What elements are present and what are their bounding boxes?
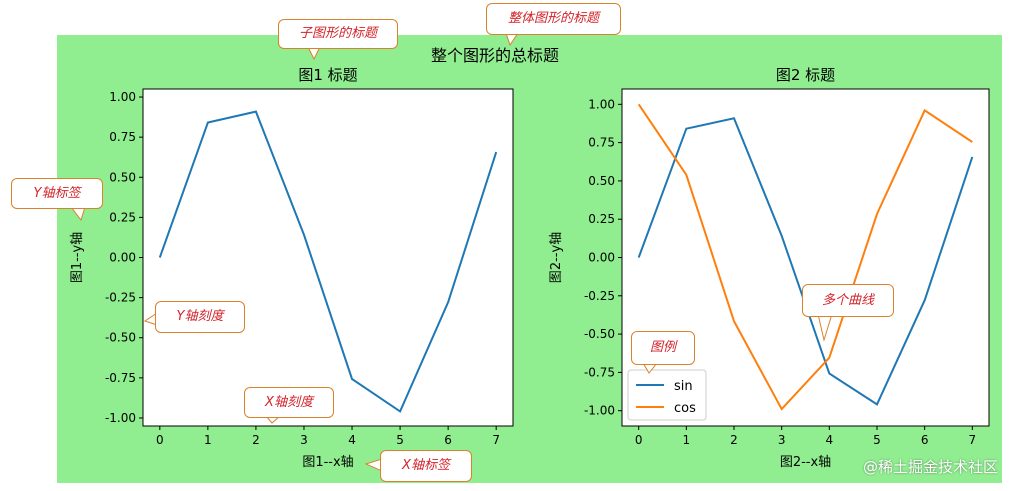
y-tick-label: -1.00 — [584, 404, 615, 418]
figure-suptitle: 整个图形的总标题 — [431, 46, 559, 65]
x-tick-label: 4 — [826, 433, 834, 447]
y-axis-label: 图1--y轴 — [70, 232, 85, 283]
x-tick-label: 2 — [252, 433, 260, 447]
x-tick-label: 1 — [204, 433, 212, 447]
figure-background: 整个图形的总标题 图1 标题 0 1 2 3 4 5 6 7 1.00 0.75 0.50 0.25 0.… — [57, 35, 1002, 483]
y-tick-label: 0.25 — [588, 212, 615, 226]
x-tick-label: 0 — [156, 433, 164, 447]
y-tick-label: -0.50 — [105, 331, 136, 345]
x-tick-label: 7 — [492, 433, 500, 447]
x-tick-label: 6 — [921, 433, 929, 447]
x-tick-label: 5 — [873, 433, 881, 447]
y-tick-label: 0.00 — [109, 251, 136, 265]
subplot-2: 图2 标题 0 1 2 3 4 5 6 7 1.00 0.75 0.50 0.25 0.00 -0.25 -0… — [549, 66, 990, 470]
legend: sin cos — [627, 369, 707, 421]
y-tick-label: -0.25 — [105, 291, 136, 305]
y-tick-label: 0.50 — [588, 174, 615, 188]
callout-label: X轴标签 — [380, 450, 472, 482]
y-tick-label: 0.75 — [109, 130, 136, 144]
figure-svg: 整个图形的总标题 图1 标题 0 1 2 3 4 5 6 7 1.00 0.75 0.50 0.25 0.… — [70, 46, 990, 470]
x-tick-label: 0 — [635, 433, 643, 447]
x-tick-label: 5 — [396, 433, 404, 447]
x-tick-label: 1 — [683, 433, 691, 447]
callout-label: 子图形的标题 — [278, 19, 398, 49]
y-tick-label: -0.75 — [105, 371, 136, 385]
x-tick-label: 7 — [968, 433, 976, 447]
x-tick-label: 4 — [348, 433, 356, 447]
x-axis-label: 图2--x轴 — [780, 455, 831, 470]
y-tick-label: -1.00 — [105, 411, 136, 425]
y-tick-label: 0.50 — [109, 170, 136, 184]
x-tick-label: 6 — [444, 433, 452, 447]
callout-label: Y轴标签 — [11, 178, 103, 209]
legend-label: sin — [674, 379, 693, 394]
x-tick-label: 3 — [300, 433, 308, 447]
watermark: @稀土掘金技术社区 — [862, 458, 998, 476]
plot-area — [142, 88, 514, 427]
y-tick-label: -0.25 — [584, 289, 615, 303]
legend-label: cos — [674, 401, 696, 416]
x-tick-label: 2 — [730, 433, 738, 447]
y-tick-label: -0.50 — [584, 327, 615, 341]
x-tick-label: 3 — [778, 433, 786, 447]
x-axis-label: 图1--x轴 — [302, 455, 353, 470]
y-axis-label: 图2--y轴 — [549, 232, 564, 283]
series-line-series-1 — [158, 110, 498, 413]
y-tick-label: 1.00 — [109, 90, 136, 104]
y-tick-label: -0.75 — [584, 365, 615, 379]
series-line-cos — [637, 103, 973, 411]
subplot-title: 图2 标题 — [776, 66, 835, 84]
y-tick-label: 0.75 — [588, 136, 615, 150]
subplot-title: 图1 标题 — [298, 66, 357, 84]
callout-label: 整体图形的标题 — [486, 3, 621, 35]
callout-label: Y轴刻度 — [155, 301, 245, 333]
callout-label: 图例 — [631, 331, 695, 365]
y-tick-label: 1.00 — [588, 97, 615, 111]
y-tick-label: 0.25 — [109, 210, 136, 224]
callout-label: 多个曲线 — [802, 284, 894, 317]
subplot-1: 图1 标题 0 1 2 3 4 5 6 7 1.00 0.75 0.50 0.25 0.00 -0.25 -0… — [70, 66, 514, 470]
callout-label: X轴刻度 — [244, 387, 334, 418]
y-tick-label: 0.00 — [588, 251, 615, 265]
